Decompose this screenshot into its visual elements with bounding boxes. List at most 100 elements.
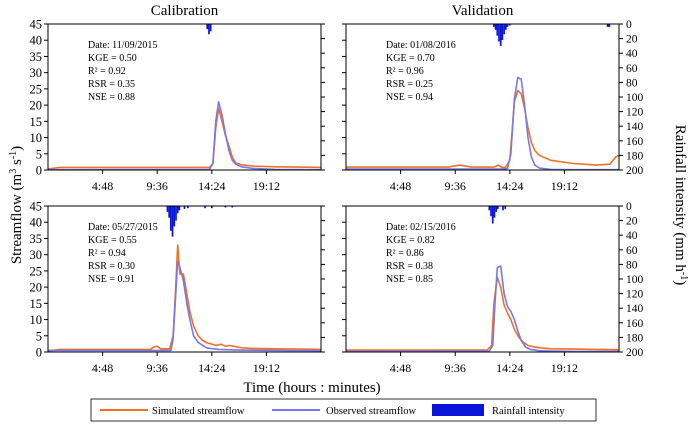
x-tick-label: 4:48 <box>92 179 113 193</box>
stats-annotation: Date: 05/27/2015 <box>88 222 158 233</box>
y2-tick-label: 160 <box>626 136 644 148</box>
stats-annotation: R² = 0.92 <box>88 66 126 77</box>
rainfall-bar <box>493 206 496 218</box>
y-tick-label: 10 <box>30 313 43 327</box>
rainfall-bar <box>173 206 176 227</box>
y2-tick-label: 0 <box>626 201 632 213</box>
y-tick-label: 5 <box>36 329 42 343</box>
legend-observed-label: Observed streamflow <box>326 406 417 417</box>
chart-panel-3: 0 5 10 15 20 25 30 35 40 45 4:48 9:36 14:24 19:12 Date… <box>30 200 325 375</box>
x-tick-label: 19:12 <box>551 179 578 193</box>
rainfall-bar <box>206 24 209 30</box>
y-tick-label: 20 <box>30 99 43 113</box>
y-tick-label: 25 <box>30 264 43 278</box>
rainfall-bar <box>503 24 505 35</box>
stats-annotation: NSE = 0.88 <box>88 92 135 103</box>
x-tick-label: 4:48 <box>390 361 411 375</box>
y2-tick-label: 20 <box>626 216 638 228</box>
stats-annotation: KGE = 0.82 <box>386 235 435 246</box>
y2-tick-label: 200 <box>626 165 644 177</box>
y-tick-label: 45 <box>30 200 43 214</box>
x-tick-label: 4:48 <box>390 179 411 193</box>
legend-rainfall-label: Rainfall intensity <box>492 406 565 417</box>
y-tick-label: 40 <box>30 34 43 48</box>
rainfall-bar <box>176 206 179 214</box>
observed-streamflow-line <box>346 76 619 171</box>
stats-annotation: Date: 01/08/2016 <box>386 40 456 51</box>
y2-tick-label: 120 <box>626 107 644 119</box>
rainfall-bar <box>166 206 169 212</box>
left-axis-label: Streamflow (m3 s-1) <box>8 146 26 264</box>
rainfall-bar <box>183 206 186 209</box>
rainfall-bar <box>210 206 213 209</box>
y-tick-label: 40 <box>30 216 43 230</box>
y-tick-label: 0 <box>36 164 42 178</box>
observed-streamflow-line <box>47 101 322 171</box>
rainfall-bar <box>508 24 511 26</box>
rainfall-bar <box>175 206 177 221</box>
y-tick-label: 45 <box>30 18 43 32</box>
x-tick-label: 14:24 <box>198 361 225 375</box>
y-tick-label: 35 <box>30 232 43 246</box>
y2-tick-label: 120 <box>626 289 644 301</box>
stats-annotation: NSE = 0.94 <box>386 92 433 103</box>
rainfall-bar <box>490 206 492 217</box>
x-tick-label: 9:36 <box>445 179 466 193</box>
right-axis-label: Rainfall intensity (mm h-1) <box>672 125 690 285</box>
x-tick-label: 14:24 <box>496 361 523 375</box>
rainfall-bar <box>495 206 498 212</box>
rainfall-bar <box>504 206 507 209</box>
panel-title: Calibration <box>151 3 219 19</box>
rainfall-bar <box>606 24 609 27</box>
y-tick-label: 0 <box>36 346 42 360</box>
y2-tick-label: 40 <box>626 48 638 60</box>
chart-panel-1: Calibration 0 5 10 15 20 25 30 35 40 45 4:48 9:36 14:… <box>30 3 325 193</box>
rainfall-bar <box>171 206 174 237</box>
simulated-streamflow-line <box>346 89 620 169</box>
x-axis-label: Time (hours : minutes) <box>243 380 380 396</box>
x-tick-label: 14:24 <box>496 179 523 193</box>
y2-tick-label: 100 <box>626 92 644 104</box>
x-tick-label: 9:36 <box>147 179 168 193</box>
y-tick-label: 10 <box>30 131 43 145</box>
stats-annotation: Date: 02/15/2016 <box>386 222 456 233</box>
simulated-streamflow-line <box>47 107 322 170</box>
y-tick-label: 15 <box>30 297 43 311</box>
observed-streamflow-line <box>48 260 322 352</box>
x-tick-label: 4:48 <box>92 361 113 375</box>
x-tick-label: 19:12 <box>551 361 578 375</box>
y2-tick-label: 200 <box>626 347 644 359</box>
y2-tick-label: 140 <box>626 303 644 315</box>
y-tick-label: 20 <box>30 281 43 295</box>
rainfall-bar <box>504 24 507 30</box>
y-tick-label: 5 <box>36 147 42 161</box>
x-tick-label: 19:12 <box>253 361 280 375</box>
y-tick-label: 30 <box>30 66 43 80</box>
rainfall-bar <box>502 206 504 211</box>
observed-streamflow-line <box>345 265 619 353</box>
rainfall-bar <box>204 206 206 209</box>
rainfall-bar <box>506 24 509 27</box>
rainfall-bar <box>608 24 611 27</box>
y-tick-label: 25 <box>30 82 43 96</box>
y2-tick-label: 60 <box>626 245 638 257</box>
y2-tick-label: 80 <box>626 259 638 271</box>
y2-tick-label: 180 <box>626 332 644 344</box>
rainfall-bar <box>499 24 502 46</box>
stats-annotation: R² = 0.94 <box>88 248 126 259</box>
y2-tick-label: 60 <box>626 63 638 75</box>
simulated-streamflow-line <box>346 276 620 351</box>
y-tick-label: 30 <box>30 248 43 262</box>
y2-tick-label: 160 <box>626 318 644 330</box>
x-tick-label: 19:12 <box>253 179 280 193</box>
rainfall-bar <box>209 24 212 32</box>
stats-annotation: RSR = 0.25 <box>386 79 433 90</box>
x-tick-label: 14:24 <box>198 179 225 193</box>
y2-tick-label: 100 <box>626 274 644 286</box>
stats-annotation: RSR = 0.35 <box>88 79 135 90</box>
rainfall-bar <box>187 206 189 209</box>
rainfall-bar <box>501 24 504 41</box>
rainfall-bar <box>494 24 497 30</box>
stats-annotation: NSE = 0.85 <box>386 274 433 285</box>
stats-annotation: RSR = 0.30 <box>88 261 135 272</box>
